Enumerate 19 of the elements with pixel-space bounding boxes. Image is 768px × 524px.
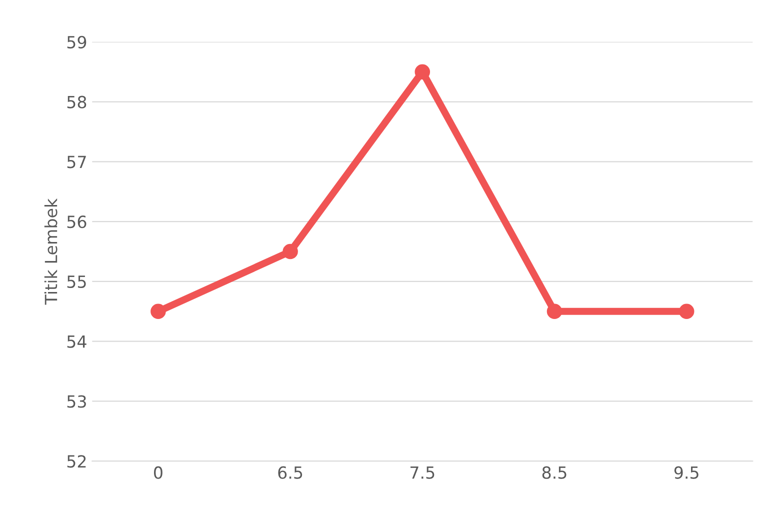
y-tick-label: 53 (67, 395, 86, 408)
y-tick-label: 58 (67, 96, 86, 108)
y-tick-label: 55 (67, 276, 86, 288)
x-tick-label: 6.5 (278, 466, 302, 479)
y-tick-label: 59 (67, 36, 86, 48)
y-axis-title: Titik Lembek (44, 198, 58, 305)
x-tick-label: 8.5 (542, 466, 566, 479)
y-tick-label: 57 (67, 156, 86, 168)
point (414, 64, 430, 80)
point (678, 304, 694, 320)
point (150, 304, 166, 320)
point (282, 244, 298, 260)
point (546, 304, 562, 320)
x-tick-label: 7.5 (410, 466, 434, 479)
y-tick-label: 52 (67, 455, 86, 468)
x-tick-label: 9.5 (674, 466, 698, 479)
x-tick-label: 0 (154, 466, 162, 479)
y-tick-label: 54 (67, 336, 86, 348)
y-tick-label: 56 (67, 216, 86, 228)
